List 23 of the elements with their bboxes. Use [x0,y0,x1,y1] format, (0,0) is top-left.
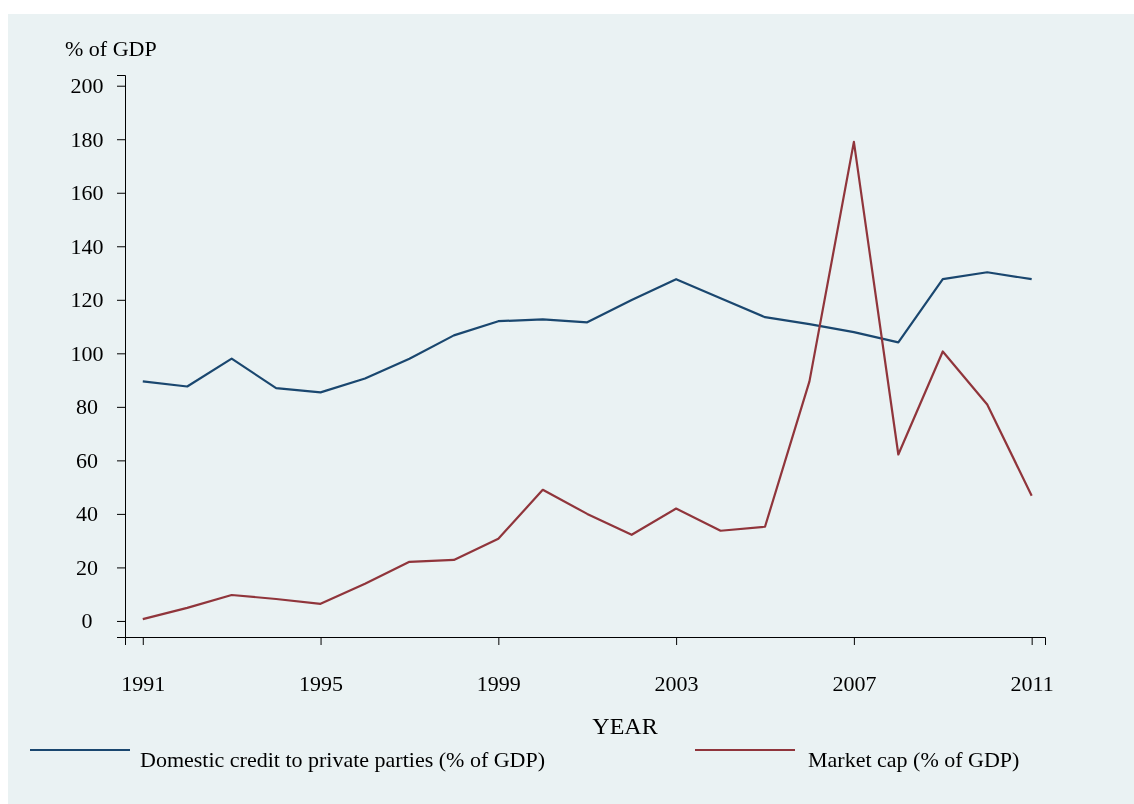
x-tick-label: 2003 [654,670,699,696]
y-tick-label: 40 [76,501,98,527]
x-tick-label: 1991 [121,670,166,696]
y-tick-label: 200 [70,73,104,99]
legend-label: Domestic credit to private parties (% of GDP) [140,747,546,772]
y-tick-label: 100 [70,340,104,366]
y-tick-label: 20 [76,554,98,580]
y-tick-label: 80 [76,394,98,420]
x-tick-label: 1999 [476,670,521,696]
x-tick-label: 2007 [832,670,877,696]
x-tick-label: 2011 [1010,670,1054,696]
y-tick-label: 160 [70,180,104,206]
y-tick-label: 140 [70,233,104,259]
x-tick-label: 1995 [299,670,344,696]
y-tick-label: 60 [76,447,98,473]
y-tick-label: 180 [70,126,104,152]
line-series [141,271,1033,394]
y-tick-label: 0 [81,608,93,634]
line-series [141,140,1033,621]
y-tick-label: 120 [70,287,104,313]
y-axis-title: % of GDP [65,36,157,61]
x-axis-title: YEAR [592,713,658,739]
legend-label: Market cap (% of GDP) [808,747,1020,772]
